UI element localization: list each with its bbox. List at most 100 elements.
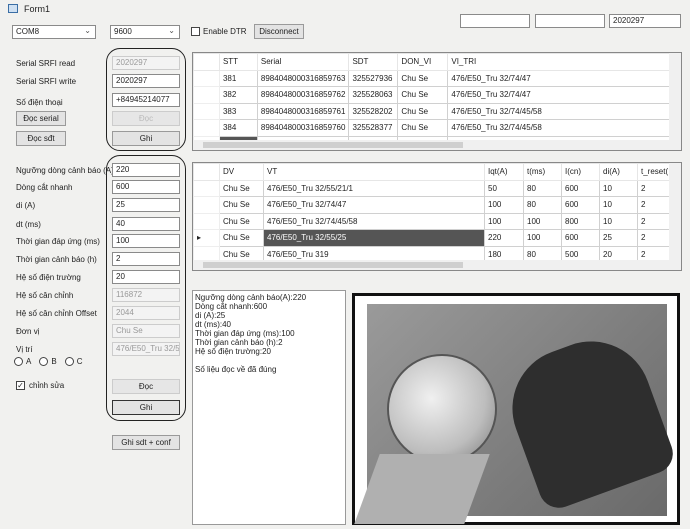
read-phone-button[interactable]: Đọc sđt <box>16 131 66 146</box>
write-button[interactable]: Ghi <box>112 131 180 146</box>
config-field[interactable]: Chu Se <box>112 324 180 338</box>
row-indicator[interactable] <box>193 212 220 230</box>
column-header[interactable]: Iqt(A) <box>484 163 524 181</box>
radio-b[interactable]: B <box>39 357 57 366</box>
table-cell[interactable]: 600 <box>561 196 600 214</box>
enable-dtr-checkbox[interactable] <box>191 27 200 36</box>
table-cell[interactable]: Chu Se <box>219 196 264 214</box>
table-cell[interactable]: 476/E50_Tru 32/74/47 <box>447 86 681 104</box>
config-field[interactable]: 476/E50_Tru 32/55 <box>112 342 180 356</box>
config-read-button[interactable]: Đọc <box>112 379 180 394</box>
table-cell[interactable]: 2 <box>636 229 673 247</box>
table-cell[interactable]: 100 <box>484 212 524 230</box>
table-cell[interactable]: Chu Se <box>397 86 449 104</box>
serial-write-field[interactable]: 2020297 <box>112 74 180 88</box>
column-header[interactable]: VI_TRI <box>447 53 681 71</box>
write-all-button[interactable]: Ghi sdt + conf <box>112 435 180 450</box>
table-cell[interactable]: Chu Se <box>397 69 449 87</box>
table-row[interactable]: 382 8984048000316859762 325528063 Chu Se 476… <box>193 86 681 104</box>
table-cell[interactable]: 10 <box>599 212 638 230</box>
table-cell[interactable]: 476/E50_Tru 32/74/45/58 <box>447 102 681 120</box>
table-row[interactable]: Chu Se 476/E50_Tru 32/55/21/1 50 80 600 10 2 <box>193 179 673 197</box>
column-header[interactable]: DON_VI <box>397 53 449 71</box>
horizontal-scrollbar[interactable] <box>193 140 681 150</box>
table-cell[interactable]: 382 <box>218 86 258 104</box>
horizontal-scrollbar[interactable] <box>193 260 681 270</box>
edit-checkbox[interactable]: ✓ <box>16 381 25 390</box>
column-header[interactable]: di(A) <box>599 163 638 181</box>
log-box[interactable]: Ngưỡng dòng cảnh báo(A):220 Dòng cắt nhan… <box>192 290 346 525</box>
table-cell[interactable]: 325527936 <box>348 69 399 87</box>
table-cell[interactable]: 384 <box>218 119 258 137</box>
table-cell[interactable]: 383 <box>218 102 258 120</box>
row-indicator[interactable] <box>193 102 220 120</box>
column-header[interactable]: t(ms) <box>523 163 562 181</box>
baud-select[interactable]: 9600 ⌄ <box>110 25 180 39</box>
row-indicator[interactable] <box>193 119 220 137</box>
row-indicator[interactable] <box>193 179 220 197</box>
table-cell[interactable]: 476/E50_Tru 32/55/25 <box>263 229 485 247</box>
config-grid[interactable]: DV VT Iqt(A) t(ms) I(cn) di(A) t_reset(Chu Se 4… <box>192 162 682 271</box>
table-cell[interactable]: 325528202 <box>348 102 399 120</box>
table-cell[interactable]: 381 <box>218 69 258 87</box>
radio-c[interactable]: C <box>64 357 82 366</box>
column-header[interactable]: I(cn) <box>561 163 600 181</box>
row-indicator[interactable] <box>193 196 220 214</box>
table-cell[interactable]: Chu Se <box>219 229 264 247</box>
table-cell[interactable]: 476/E50_Tru 32/74/47 <box>263 196 485 214</box>
table-cell[interactable]: 600 <box>561 179 600 197</box>
table-row[interactable]: 383 8984048000316859761 325528202 Chu Se 476… <box>193 102 681 120</box>
table-cell[interactable]: 50 <box>484 179 524 197</box>
column-header[interactable]: VT <box>263 163 485 181</box>
radio-a[interactable]: A <box>14 357 31 366</box>
table-cell[interactable]: 325528063 <box>348 86 399 104</box>
table-cell[interactable]: 476/E50_Tru 32/74/47 <box>447 69 681 87</box>
serial-read-field[interactable]: 2020297 <box>112 56 180 70</box>
table-cell[interactable]: 2 <box>636 179 673 197</box>
config-field[interactable]: 2 <box>112 252 180 266</box>
table-cell[interactable]: Chu Se <box>219 212 264 230</box>
row-indicator[interactable] <box>193 69 220 87</box>
phone-field[interactable]: +84945214077 <box>112 93 180 107</box>
table-cell[interactable]: 600 <box>561 229 600 247</box>
table-cell[interactable]: 800 <box>561 212 600 230</box>
config-field[interactable]: 25 <box>112 198 180 212</box>
column-header[interactable]: Serial <box>256 53 350 71</box>
column-header[interactable]: DV <box>219 163 264 181</box>
config-field[interactable]: 116872 <box>112 288 180 302</box>
table-cell[interactable]: 220 <box>484 229 524 247</box>
config-field[interactable]: 100 <box>112 234 180 248</box>
config-field[interactable]: 2044 <box>112 306 180 320</box>
table-row[interactable]: ▸ Chu Se 476/E50_Tru 32/55/25 220 100 600 25 2 <box>193 229 673 247</box>
table-cell[interactable]: 10 <box>599 196 638 214</box>
table-cell[interactable]: Chu Se <box>219 179 264 197</box>
table-cell[interactable]: 476/E50_Tru 32/74/45/58 <box>447 119 681 137</box>
config-write-button[interactable]: Ghi <box>112 400 180 415</box>
table-cell[interactable]: 2 <box>636 196 673 214</box>
table-cell[interactable]: 8984048000316859760 <box>256 119 350 137</box>
table-cell[interactable]: 80 <box>523 196 562 214</box>
port-select[interactable]: COM8 ⌄ <box>12 25 96 39</box>
read-serial-button[interactable]: Đọc serial <box>16 111 66 126</box>
row-indicator[interactable] <box>193 86 220 104</box>
serial-grid[interactable]: STT Serial SDT DON_VI VI_TRI 381 8984048000316… <box>192 52 682 151</box>
row-indicator[interactable]: ▸ <box>193 229 220 247</box>
column-header[interactable]: STT <box>218 53 258 71</box>
read-button[interactable]: Đọc <box>112 111 180 126</box>
config-field[interactable]: 220 <box>112 163 180 177</box>
top-box-1[interactable] <box>460 14 530 28</box>
table-row[interactable]: Chu Se 476/E50_Tru 32/74/47 100 80 600 10 2 <box>193 196 673 214</box>
table-cell[interactable]: 476/E50_Tru 32/55/21/1 <box>263 179 485 197</box>
column-header[interactable]: t_reset( <box>636 163 673 181</box>
table-cell[interactable]: 8984048000316859763 <box>256 69 350 87</box>
table-row[interactable]: Chu Se 476/E50_Tru 32/74/45/58 100 100 800 10… <box>193 212 673 230</box>
config-field[interactable]: 40 <box>112 217 180 231</box>
table-row[interactable]: 381 8984048000316859763 325527936 Chu Se 476… <box>193 69 681 87</box>
table-cell[interactable]: 8984048000316859761 <box>256 102 350 120</box>
column-header[interactable]: SDT <box>348 53 399 71</box>
table-cell[interactable]: 100 <box>484 196 524 214</box>
table-cell[interactable]: 25 <box>599 229 638 247</box>
config-field[interactable]: 600 <box>112 180 180 194</box>
table-cell[interactable]: 80 <box>523 179 562 197</box>
table-cell[interactable]: Chu Se <box>397 119 449 137</box>
